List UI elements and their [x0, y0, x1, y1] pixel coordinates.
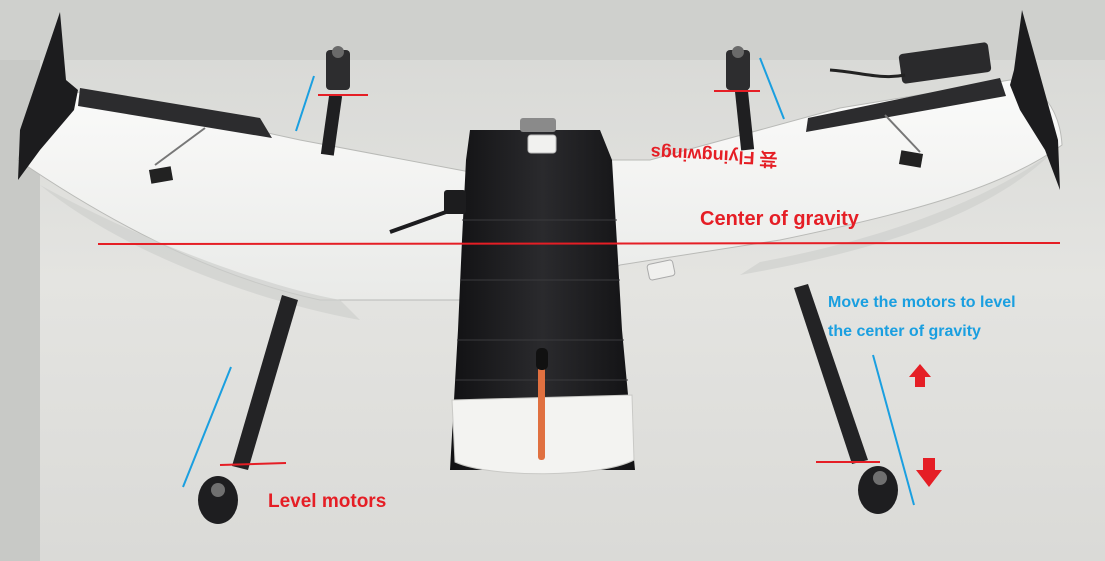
wing-shadow-right — [740, 150, 1055, 275]
receiver-module — [444, 190, 466, 214]
cg-line — [97, 242, 1061, 245]
pitot-slot — [536, 348, 548, 370]
pushrod-right — [884, 114, 921, 153]
motor-rear-right — [858, 466, 898, 514]
adapter-cable — [829, 68, 906, 79]
antenna-wire — [389, 210, 447, 234]
propeller-hub-front-right — [732, 46, 744, 58]
arm-rear-left — [232, 295, 298, 470]
propeller-hub-front-left — [332, 46, 344, 58]
move-motors-line-2: the center of gravity — [828, 323, 981, 340]
arm-front-right — [734, 89, 755, 151]
angle-guide-front-right — [759, 57, 785, 120]
arrow-up-icon — [909, 364, 931, 387]
motor-front-left — [326, 50, 350, 90]
wall-background — [0, 0, 1105, 60]
winglet-right — [1010, 10, 1060, 190]
arm-rear-right — [794, 284, 868, 464]
winglet-left — [18, 12, 78, 180]
center-of-gravity-label: Center of gravity — [700, 208, 859, 230]
move-motors-line-1: Move the motors to level — [828, 294, 1016, 311]
arm-front-left — [320, 94, 343, 156]
wing-shadow-left — [40, 185, 360, 320]
angle-guide-rear-left — [182, 366, 232, 488]
angle-guide-front-left — [295, 75, 315, 132]
elevon-left — [78, 88, 272, 138]
propeller-hub-rear-left — [211, 483, 225, 497]
power-adapter — [898, 42, 992, 84]
level-motors-label: Level motors — [268, 491, 387, 512]
propeller-hub-rear-right — [873, 471, 887, 485]
servo-right — [898, 150, 924, 168]
fuselage — [450, 130, 635, 470]
motor-front-right — [726, 50, 750, 90]
move-motors-label: Move the motors to level the center of g… — [828, 288, 1016, 346]
level-mark-rear-left — [219, 462, 287, 466]
rear-motor-mount — [520, 118, 556, 132]
rear-bracket — [527, 134, 557, 154]
elevon-right — [806, 78, 1006, 132]
servo-left — [148, 166, 174, 184]
motor-rear-left — [198, 476, 238, 524]
gps-module — [646, 259, 676, 281]
pitot-tube — [538, 350, 545, 460]
pushrod-left — [154, 127, 206, 166]
arrow-down-icon — [916, 458, 942, 487]
angle-guide-rear-right — [872, 354, 915, 506]
